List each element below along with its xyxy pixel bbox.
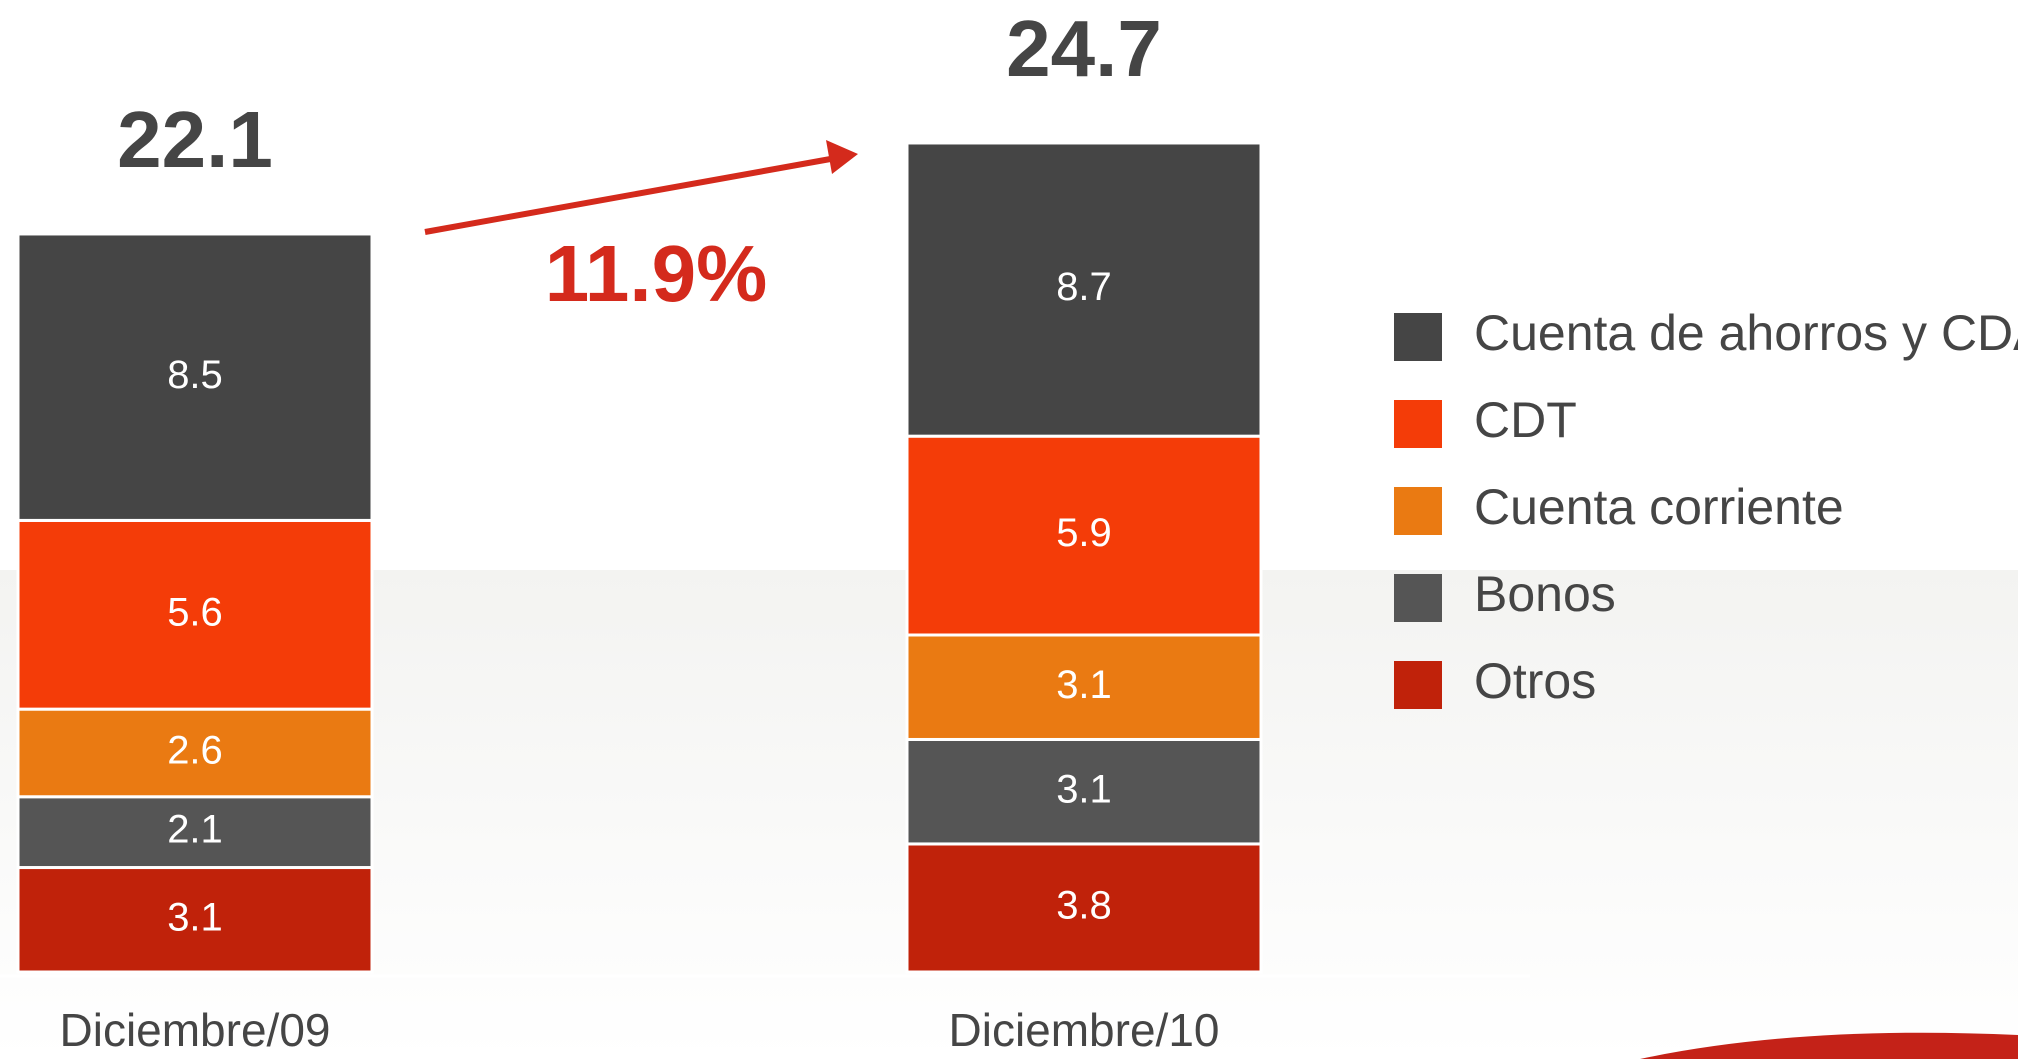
legend-label: Cuenta corriente xyxy=(1474,479,1844,535)
total-label: 24.7 xyxy=(1006,4,1162,93)
bar-segment xyxy=(16,866,374,974)
legend-label: Bonos xyxy=(1474,566,1616,622)
total-label: 22.1 xyxy=(117,95,273,184)
bar-segment xyxy=(16,232,374,522)
bar-segment xyxy=(905,434,1263,637)
legend-swatch xyxy=(1394,487,1442,535)
bar-segment xyxy=(16,795,374,870)
legend-swatch xyxy=(1394,400,1442,448)
segment-label: 3.1 xyxy=(1056,663,1112,707)
growth-arrow xyxy=(424,155,837,235)
x-tick-label: Diciembre/09 xyxy=(60,1004,331,1056)
legend-label: Cuenta de ahorros y CDAT xyxy=(1474,305,2018,361)
bar-segment xyxy=(905,141,1263,438)
legend-swatch xyxy=(1394,313,1442,361)
segment-label: 2.1 xyxy=(167,808,223,852)
bar-segment xyxy=(905,842,1263,974)
segment-label: 3.8 xyxy=(1056,884,1112,928)
legend-label: Otros xyxy=(1474,653,1596,709)
segment-label: 3.1 xyxy=(1056,767,1112,811)
growth-arrow-head xyxy=(826,140,858,174)
segment-label: 8.5 xyxy=(167,353,223,397)
segment-label: 5.9 xyxy=(1056,511,1112,555)
bar-segment xyxy=(905,737,1263,846)
segment-label: 2.6 xyxy=(167,729,223,773)
segment-label: 8.7 xyxy=(1056,265,1112,309)
growth-annotation: 11.9% xyxy=(545,229,767,318)
decoration-swoosh xyxy=(1640,1032,2018,1059)
legend-label: CDT xyxy=(1474,392,1577,448)
x-tick-label: Diciembre/10 xyxy=(949,1004,1220,1056)
segment-label: 3.1 xyxy=(167,895,223,939)
legend-swatch xyxy=(1394,574,1442,622)
bar-segment xyxy=(905,633,1263,741)
legend-swatch xyxy=(1394,661,1442,709)
bar-segment xyxy=(16,518,374,711)
segment-label: 5.6 xyxy=(167,590,223,634)
